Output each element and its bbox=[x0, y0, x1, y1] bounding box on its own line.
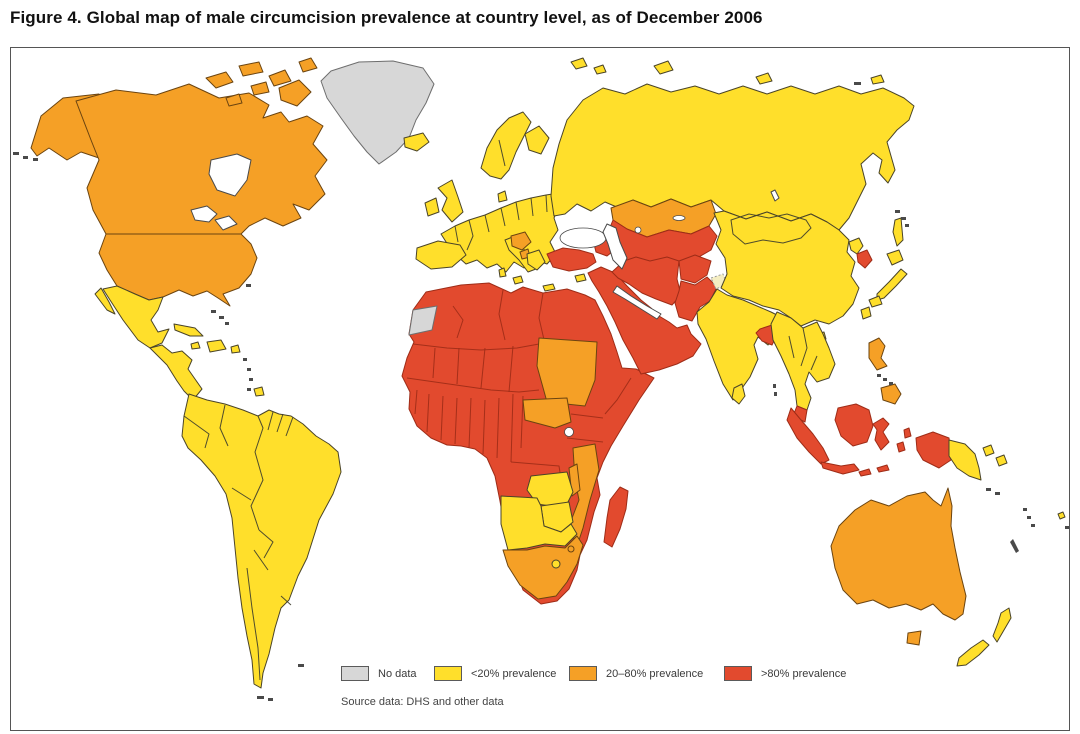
region-fiji bbox=[1057, 511, 1066, 520]
region-iran bbox=[611, 256, 682, 306]
region-borneo bbox=[834, 403, 874, 447]
region-europe-mainland bbox=[440, 192, 560, 273]
region-new-zealand bbox=[956, 607, 1012, 667]
legend-item-gt80: >80% prevalence bbox=[724, 666, 846, 681]
legend-label-p20_80: 20–80% prevalence bbox=[606, 667, 704, 680]
region-crete bbox=[542, 283, 556, 292]
region-java bbox=[820, 461, 860, 475]
legend-label-gt80: >80% prevalence bbox=[761, 667, 847, 680]
region-lesotho bbox=[551, 559, 561, 569]
region-mexico bbox=[102, 285, 170, 349]
south-america-border-lines bbox=[183, 404, 294, 681]
region-china bbox=[713, 210, 860, 327]
caspian-sea bbox=[602, 223, 628, 270]
region-sri-lanka bbox=[731, 383, 746, 405]
great-lakes bbox=[190, 205, 238, 231]
region-pakistan bbox=[674, 276, 718, 322]
legend-label-no_data: No data bbox=[378, 667, 417, 680]
legend-swatch-no_data bbox=[341, 666, 369, 681]
region-sumatra bbox=[786, 407, 830, 465]
region-uk bbox=[437, 179, 464, 223]
region-hispaniola bbox=[206, 339, 227, 353]
region-russia bbox=[550, 83, 915, 231]
region-taiwan bbox=[860, 306, 872, 320]
region-finland bbox=[524, 125, 550, 155]
region-madagascar bbox=[603, 486, 629, 548]
region-south-america bbox=[181, 393, 342, 689]
region-ireland bbox=[424, 197, 440, 217]
legend-swatch-gt80 bbox=[724, 666, 752, 681]
region-sakhalin bbox=[892, 217, 904, 247]
hudson-bay bbox=[208, 153, 252, 197]
legend-swatch-lt20 bbox=[434, 666, 462, 681]
region-afghanistan bbox=[678, 254, 712, 284]
region-mindanao bbox=[880, 383, 902, 405]
region-central-america bbox=[149, 344, 203, 401]
region-jamaica bbox=[190, 341, 201, 350]
aral-sea bbox=[634, 226, 642, 234]
lake-victoria bbox=[564, 427, 574, 437]
region-sardinia bbox=[498, 267, 507, 278]
region-sudan bbox=[536, 337, 598, 407]
region-western-sahara bbox=[408, 305, 438, 336]
region-sicily bbox=[512, 275, 524, 285]
region-lesser-sunda bbox=[858, 464, 890, 477]
region-scandinavia bbox=[480, 111, 532, 180]
legend-item-no_data: No data bbox=[341, 666, 417, 681]
legend-label-lt20: <20% prevalence bbox=[471, 667, 557, 680]
world-map bbox=[13, 57, 1069, 701]
region-india bbox=[696, 288, 791, 401]
region-australia bbox=[830, 487, 967, 621]
region-iberia bbox=[415, 240, 467, 270]
region-papua-new-guinea bbox=[948, 439, 982, 481]
lake-balkhash bbox=[672, 215, 686, 221]
europe-border-lines bbox=[454, 194, 548, 251]
region-south-korea bbox=[856, 249, 873, 269]
region-png-islands bbox=[982, 444, 1008, 467]
small-islands bbox=[13, 82, 1069, 701]
region-sulawesi bbox=[872, 417, 890, 451]
region-baja-california bbox=[94, 287, 116, 315]
region-luzon bbox=[868, 337, 888, 371]
region-arctic-islands bbox=[570, 57, 885, 85]
region-canadian-arctic-islands bbox=[205, 57, 318, 107]
legend-swatch-p20_80 bbox=[569, 666, 597, 681]
region-maluku bbox=[896, 427, 912, 453]
norway-sweden-border bbox=[498, 139, 506, 167]
mongolia-border bbox=[730, 213, 812, 245]
region-iceland bbox=[403, 132, 430, 152]
region-greece bbox=[526, 249, 546, 271]
legend-item-lt20: <20% prevalence bbox=[434, 666, 556, 681]
indochina-border-lines bbox=[788, 327, 818, 371]
region-cuba bbox=[173, 323, 204, 337]
black-sea bbox=[559, 227, 607, 249]
region-turkey bbox=[546, 247, 597, 272]
region-denmark bbox=[497, 190, 508, 203]
region-uganda-area bbox=[522, 397, 572, 429]
region-cyprus bbox=[574, 273, 587, 283]
legend-item-p20_80: 20–80% prevalence bbox=[569, 666, 703, 681]
map-frame: No data <20% prevalence 20–80% prevalence >… bbox=[10, 47, 1070, 731]
region-japan bbox=[868, 249, 908, 308]
region-trinidad bbox=[253, 386, 265, 397]
source-note: Source data: DHS and other data bbox=[341, 696, 504, 708]
region-south-africa bbox=[502, 535, 584, 600]
lake-baikal bbox=[770, 189, 780, 202]
region-west-papua bbox=[915, 431, 952, 469]
persian-gulf bbox=[612, 285, 662, 320]
region-tasmania bbox=[906, 630, 922, 646]
region-swaziland bbox=[567, 545, 575, 553]
region-balkans-west bbox=[510, 231, 532, 251]
legend: No data <20% prevalence 20–80% prevalence >… bbox=[341, 666, 1041, 688]
africa-border-lines bbox=[406, 289, 632, 505]
figure-title: Figure 4. Global map of male circumcisio… bbox=[10, 8, 763, 27]
region-puerto-rico bbox=[230, 344, 241, 354]
region-north-korea bbox=[848, 237, 864, 255]
